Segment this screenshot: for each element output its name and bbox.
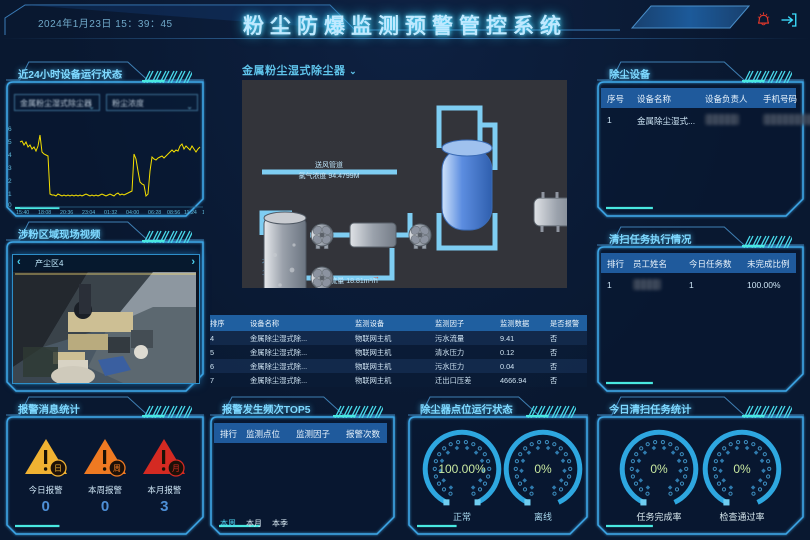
svg-text:20:36: 20:36 [60, 210, 73, 214]
svg-text:6: 6 [8, 126, 12, 133]
svg-text:13:52: 13:52 [202, 210, 204, 214]
svg-text:2: 2 [8, 178, 12, 185]
svg-text:0%: 0% [733, 462, 751, 476]
svg-text:氯气浓度 94.4799M: 氯气浓度 94.4799M [298, 171, 359, 180]
svg-text:18:08: 18:08 [38, 210, 51, 214]
svg-text:15:40: 15:40 [16, 210, 29, 214]
svg-text:11:24: 11:24 [184, 210, 197, 214]
svg-text:100.00%: 100.00% [438, 462, 486, 476]
svg-text:周: 周 [113, 464, 121, 473]
svg-text:4: 4 [8, 152, 12, 159]
svg-text:月: 月 [172, 464, 180, 473]
svg-text:送风管道: 送风管道 [315, 160, 343, 169]
svg-text:0%: 0% [534, 462, 552, 476]
svg-text:1: 1 [8, 191, 12, 198]
svg-text:3: 3 [8, 165, 12, 172]
svg-text:23:04: 23:04 [82, 210, 95, 214]
svg-text:01:32: 01:32 [104, 210, 117, 214]
svg-text:06:28: 06:28 [148, 210, 161, 214]
svg-text:→: → [372, 272, 380, 281]
svg-text:08:56: 08:56 [167, 210, 180, 214]
svg-text:日: 日 [54, 464, 62, 473]
svg-text:0: 0 [8, 202, 12, 209]
svg-text:5: 5 [8, 139, 12, 146]
svg-text:0%: 0% [650, 462, 668, 476]
svg-text:04:00: 04:00 [126, 210, 139, 214]
